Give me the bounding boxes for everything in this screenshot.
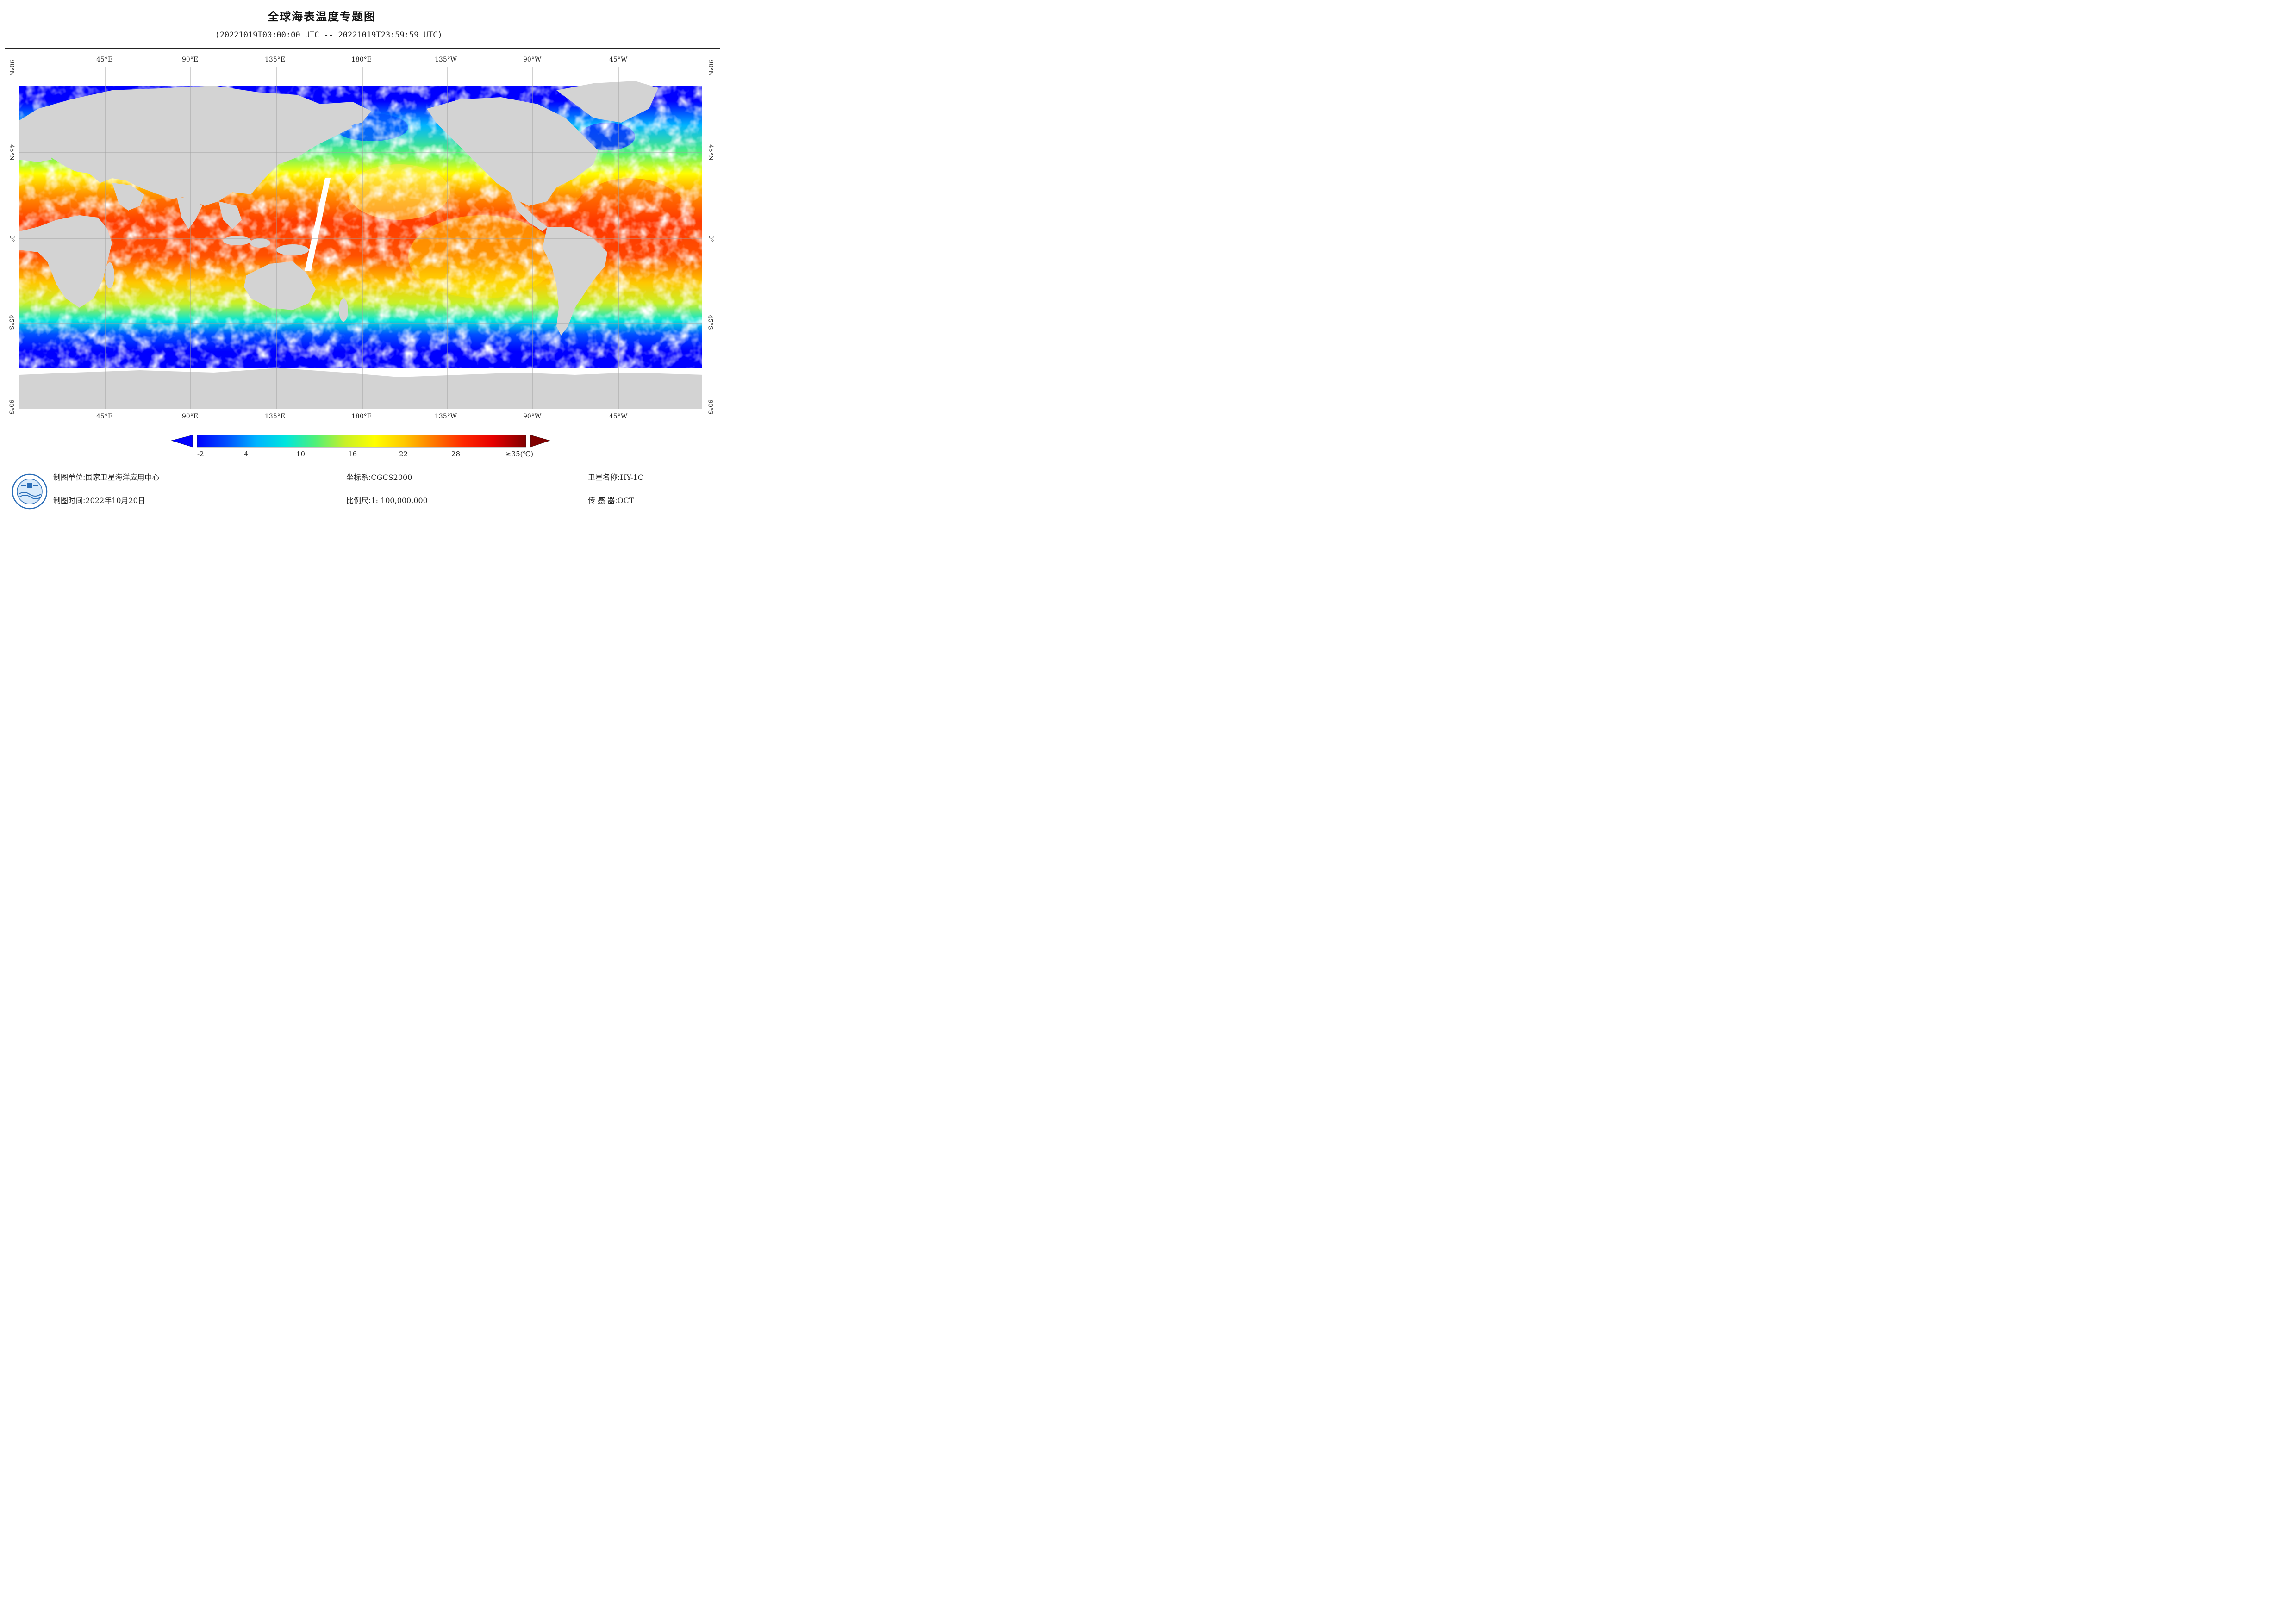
sst-map[interactable] bbox=[19, 67, 702, 409]
lat-tick-left: 0° bbox=[8, 235, 15, 242]
lon-tick-bottom: 180°E bbox=[351, 413, 372, 420]
lon-tick-bottom: 90°E bbox=[182, 413, 199, 420]
time-row: 制图时间:2022年10月20日 bbox=[53, 494, 145, 505]
colorbar bbox=[171, 435, 550, 448]
colorbar-label: 10 bbox=[296, 450, 306, 458]
crs-value: CGCS2000 bbox=[371, 473, 412, 482]
colorbar-label: 22 bbox=[399, 450, 408, 458]
crs-row: 坐标系:CGCS2000 bbox=[346, 471, 412, 482]
time-label: 制图时间: bbox=[53, 496, 86, 505]
map-frame bbox=[5, 48, 720, 423]
lat-tick-left: 90°N bbox=[8, 60, 15, 76]
unit-label: 制图单位: bbox=[53, 473, 86, 482]
sst-map-graphic bbox=[19, 67, 702, 409]
colorbar-label: 28 bbox=[451, 450, 461, 458]
lon-tick-bottom: 45°E bbox=[96, 413, 113, 420]
lat-tick-right: 45°S bbox=[706, 315, 714, 330]
time-value: 2022年10月20日 bbox=[85, 496, 145, 505]
colorbar-label: 4 bbox=[244, 450, 249, 458]
colorbar-gradient bbox=[197, 435, 526, 448]
unit-value: 国家卫星海洋应用中心 bbox=[85, 473, 160, 482]
lat-tick-left: 45°S bbox=[7, 315, 15, 330]
swath-gap bbox=[305, 178, 331, 271]
lat-tick-right: 90°N bbox=[707, 60, 714, 76]
lon-tick-bottom: 135°W bbox=[435, 413, 457, 420]
lat-tick-left: 45°N bbox=[8, 144, 15, 161]
scale-row: 比例尺:1: 100,000,000 bbox=[346, 494, 428, 505]
lon-tick-top: 180°E bbox=[351, 56, 372, 63]
colorbar-label: 16 bbox=[348, 450, 357, 458]
nsoas-logo-icon bbox=[12, 473, 48, 510]
colorbar-over-arrow bbox=[530, 435, 550, 448]
satellite-label: 卫星名称: bbox=[588, 473, 620, 482]
lon-tick-top: 45°E bbox=[96, 56, 113, 63]
lon-tick-top: 90°W bbox=[523, 56, 542, 63]
graticule bbox=[19, 67, 702, 409]
lat-tick-right: 0° bbox=[707, 235, 714, 242]
lat-tick-right: 90°S bbox=[706, 399, 714, 415]
colorbar-label: ≥35(℃) bbox=[505, 450, 534, 458]
lon-tick-bottom: 135°E bbox=[265, 413, 285, 420]
arctic-cloud bbox=[19, 67, 702, 86]
lon-tick-top: 135°E bbox=[265, 56, 285, 63]
satellite-row: 卫星名称:HY-1C bbox=[588, 471, 643, 482]
map-title: 全球海表温度专题图 bbox=[268, 10, 376, 23]
sensor-value: OCT bbox=[617, 496, 634, 505]
lat-tick-left: 90°S bbox=[7, 399, 15, 415]
map-sheet: 全球海表温度专题图 (20221019T00:00:00 UTC -- 2022… bbox=[0, 0, 726, 513]
lon-tick-bottom: 45°W bbox=[609, 413, 628, 420]
lon-tick-top: 45°W bbox=[609, 56, 628, 63]
crs-label: 坐标系: bbox=[346, 473, 371, 482]
colorbar-under-arrow bbox=[171, 435, 193, 448]
satellite-value: HY-1C bbox=[620, 473, 643, 482]
unit-row: 制图单位:国家卫星海洋应用中心 bbox=[53, 471, 159, 482]
lon-tick-top: 135°W bbox=[435, 56, 457, 63]
lon-tick-bottom: 90°W bbox=[523, 413, 542, 420]
lon-tick-top: 90°E bbox=[182, 56, 199, 63]
lat-tick-right: 45°N bbox=[707, 144, 714, 161]
time-range: (20221019T00:00:00 UTC -- 20221019T23:59… bbox=[215, 31, 443, 40]
scale-value: 1: 100,000,000 bbox=[371, 496, 428, 505]
scale-label: 比例尺: bbox=[346, 496, 371, 505]
sensor-row: 传 感 器:OCT bbox=[588, 494, 634, 505]
colorbar-label: -2 bbox=[197, 450, 204, 458]
sensor-label: 传 感 器: bbox=[588, 496, 618, 505]
